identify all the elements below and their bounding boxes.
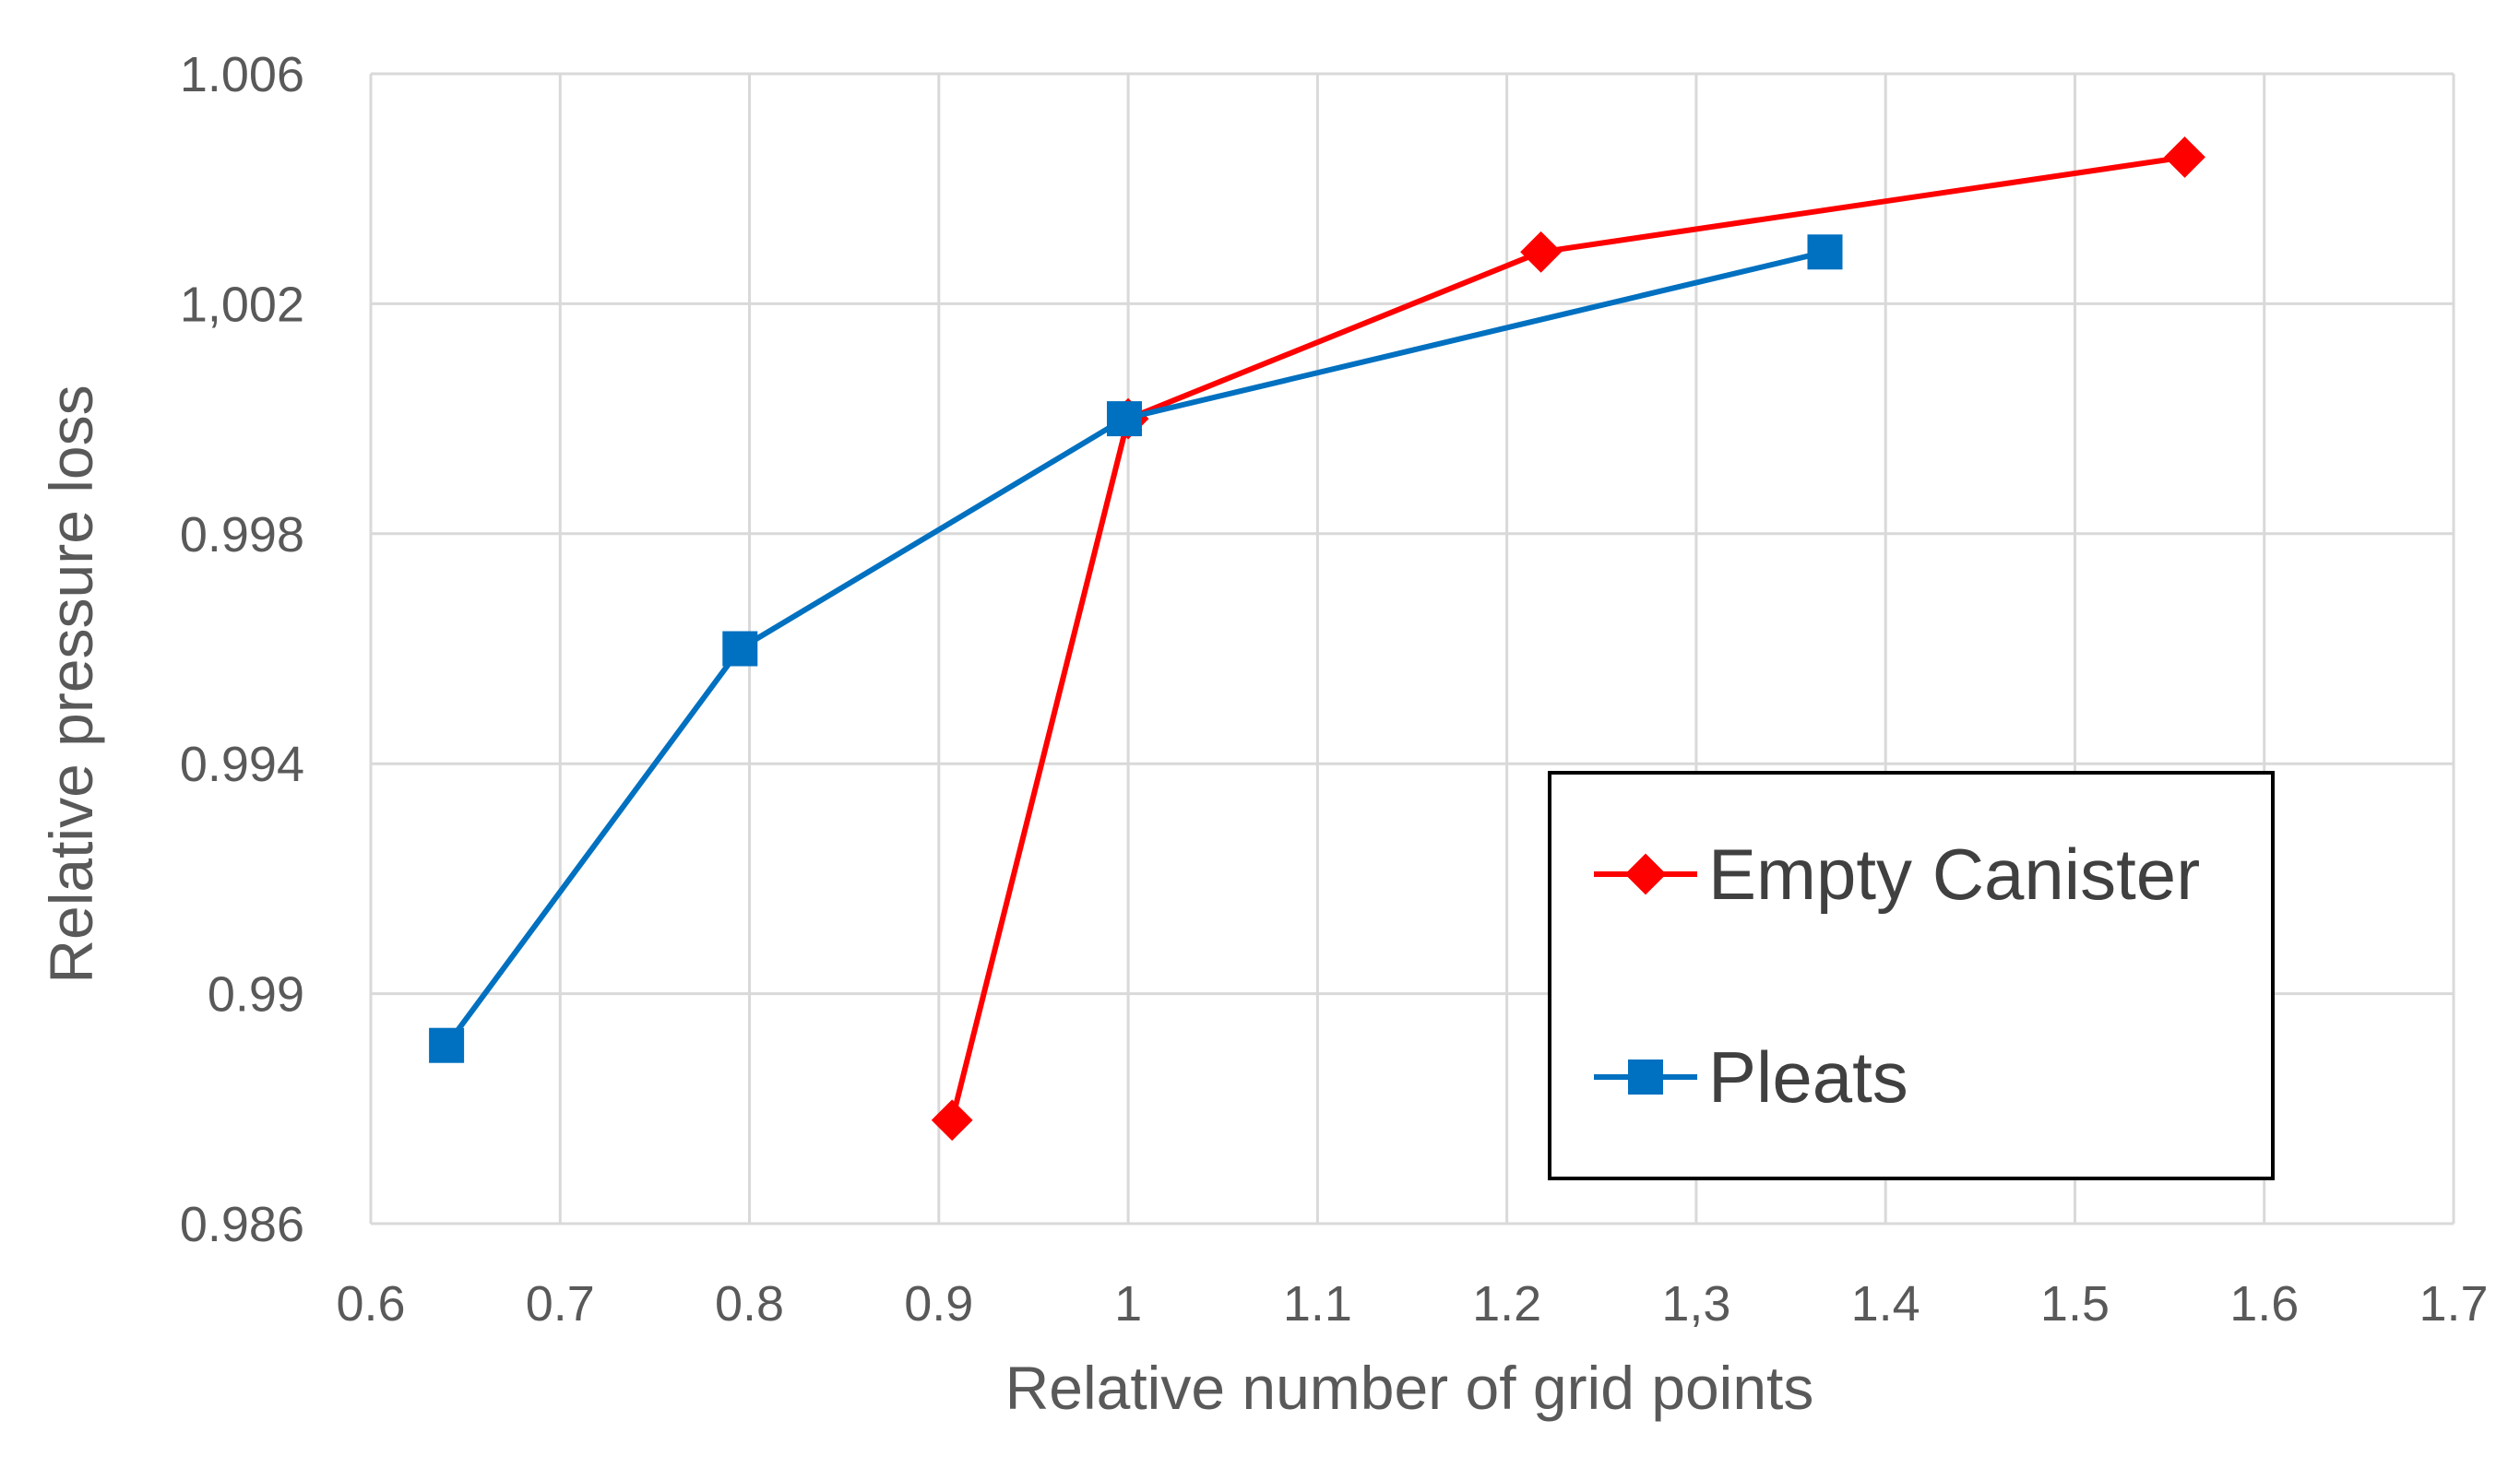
data-point-diamond	[2164, 136, 2205, 178]
x-axis-title: Relative number of grid points	[1005, 1354, 1814, 1422]
x-tick-label: 1.4	[1851, 1276, 1920, 1332]
x-tick-label: 1.5	[2040, 1276, 2110, 1332]
x-tick-label: 0.7	[526, 1276, 595, 1332]
legend: Empty Canister Pleats	[1548, 771, 2275, 1180]
data-point-square	[1807, 234, 1843, 270]
y-axis-title: Relative pressure loss	[37, 385, 105, 983]
legend-marker	[1628, 1060, 1663, 1095]
legend-items: Empty Canister Pleats	[1594, 834, 2200, 1118]
data-point-diamond	[931, 1099, 973, 1142]
x-tick-label: 1	[1114, 1276, 1142, 1332]
legend-box	[1548, 771, 2275, 1180]
data-point-diamond	[1520, 231, 1562, 273]
y-tick-label: 0.986	[180, 1197, 304, 1252]
x-tick-label: 0.8	[715, 1276, 784, 1332]
series-line	[949, 154, 2188, 1123]
x-tick-label: 1,3	[1661, 1276, 1730, 1332]
legend-item: Empty Canister	[1594, 834, 2200, 915]
y-tick-label: 1.006	[180, 47, 304, 102]
series-line	[444, 249, 1828, 1048]
data-point-square	[1106, 401, 1142, 437]
data-point-square	[722, 631, 758, 667]
y-tick-label: 0.99	[208, 967, 304, 1023]
y-tick-label: 1,002	[180, 277, 304, 332]
series-layer	[429, 136, 2205, 1142]
legend-label: Pleats	[1708, 1036, 1908, 1118]
x-tick-label: 1.1	[1283, 1276, 1352, 1332]
legend-marker	[1624, 853, 1667, 895]
legend-label: Empty Canister	[1708, 834, 2200, 915]
axes	[369, 74, 2454, 1225]
tick-labels: 0.6 0.7 0.8 0.9 1 1.1 1.2 1,3 1.4 1.5 1.6 1.7 0.986 0…	[180, 47, 2489, 1332]
x-tick-label: 1.6	[2229, 1276, 2299, 1332]
series-pleats	[429, 234, 1843, 1063]
x-tick-label: 1.7	[2419, 1276, 2488, 1332]
y-tick-label: 0.998	[180, 507, 304, 562]
legend-item: Pleats	[1594, 1036, 1908, 1118]
data-point-square	[429, 1027, 465, 1063]
x-tick-label: 1.2	[1472, 1276, 1541, 1332]
x-tick-label: 0.6	[336, 1276, 405, 1332]
x-tick-label: 0.9	[904, 1276, 973, 1332]
y-tick-label: 0.994	[180, 737, 304, 792]
